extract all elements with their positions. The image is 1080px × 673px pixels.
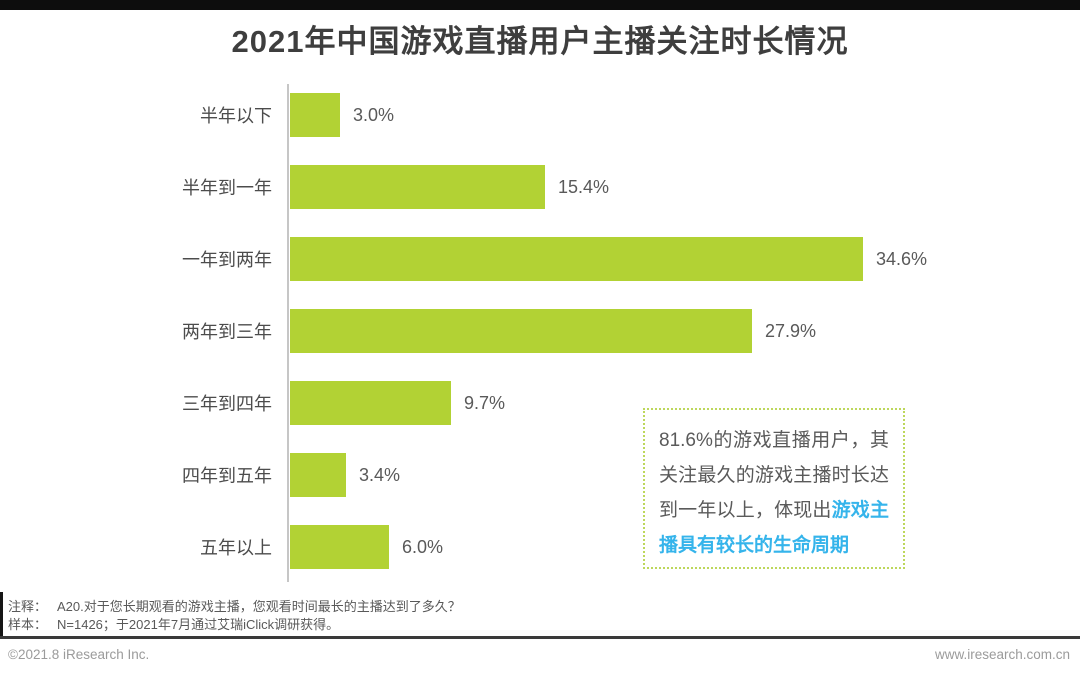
chart-y-axis-line (287, 84, 289, 582)
bar-value-label: 3.4% (359, 464, 401, 485)
annotation-highlight-text: 游戏主播具有较长的生命周期 (659, 500, 889, 556)
note-line-sample: 样本： N=1426；于2021年7月通过艾瑞iClick调研获得。 (8, 616, 461, 634)
bar (290, 309, 752, 353)
page-title: 2021年中国游戏直播用户主播关注时长情况 (231, 24, 849, 59)
bar-value-label: 27.9% (765, 320, 817, 341)
left-edge-mark (0, 592, 3, 637)
bar-category-label: 四年到五年 (182, 466, 272, 486)
bar-value-label: 34.6% (876, 248, 928, 269)
bar-value-label: 3.0% (353, 104, 395, 125)
note-text: A20.对于您长期观看的游戏主播，您观看时间最长的主播达到了多久？ (57, 599, 461, 614)
bar (290, 453, 346, 497)
bar-category-label: 半年到一年 (182, 178, 272, 198)
bar-row: 两年到三年 27.9% (0, 309, 1080, 353)
footer-website: www.iresearch.com.cn (934, 647, 1070, 662)
top-strip (0, 0, 1080, 10)
footer-divider-line (0, 636, 1080, 639)
bar (290, 165, 545, 209)
sample-text: N=1426；于2021年7月通过艾瑞iClick调研获得。 (57, 616, 340, 632)
bars-container: 半年以下 3.0% 半年到一年 15.4% 一年到两年 34.6% 两年到三年 … (0, 93, 1080, 569)
footnotes: 注释： A20.对于您长期观看的游戏主播，您观看时间最长的主播达到了多久？ 样本：… (8, 598, 461, 633)
bar-row: 五年以上 6.0% (0, 525, 1080, 569)
bar (290, 525, 389, 569)
bar (290, 381, 451, 425)
bar-category-label: 三年到四年 (182, 394, 272, 414)
bar (290, 237, 863, 281)
bar (290, 93, 340, 137)
annotation-text: 81.6%的游戏直播用户，其关注最久的游戏主播时长达到一年以上，体现出 (659, 430, 889, 521)
bar-value-label: 6.0% (402, 536, 444, 557)
bar-category-label: 两年到三年 (182, 322, 272, 342)
bar-category-label: 一年到两年 (182, 250, 272, 270)
bar-value-label: 9.7% (464, 392, 506, 413)
note-label: 注释： (8, 599, 48, 614)
annotation-box: 81.6%的游戏直播用户，其关注最久的游戏主播时长达到一年以上，体现出游戏主播具… (643, 408, 905, 569)
bar-row: 一年到两年 34.6% (0, 237, 1080, 281)
bar-value-label: 15.4% (558, 176, 610, 197)
bar-chart: 半年以下 3.0% 半年到一年 15.4% 一年到两年 34.6% 两年到三年 … (0, 93, 1080, 597)
footer-copyright: ©2021.8 iResearch Inc. (8, 647, 150, 662)
bar-row: 半年到一年 15.4% (0, 165, 1080, 209)
bar-row: 三年到四年 9.7% (0, 381, 1080, 425)
bar-row: 四年到五年 3.4% (0, 453, 1080, 497)
bar-row: 半年以下 3.0% (0, 93, 1080, 137)
note-line-remark: 注释： A20.对于您长期观看的游戏主播，您观看时间最长的主播达到了多久？ (8, 598, 461, 616)
sample-label: 样本： (8, 616, 48, 632)
bar-category-label: 五年以上 (200, 538, 272, 558)
bar-category-label: 半年以下 (200, 106, 272, 126)
